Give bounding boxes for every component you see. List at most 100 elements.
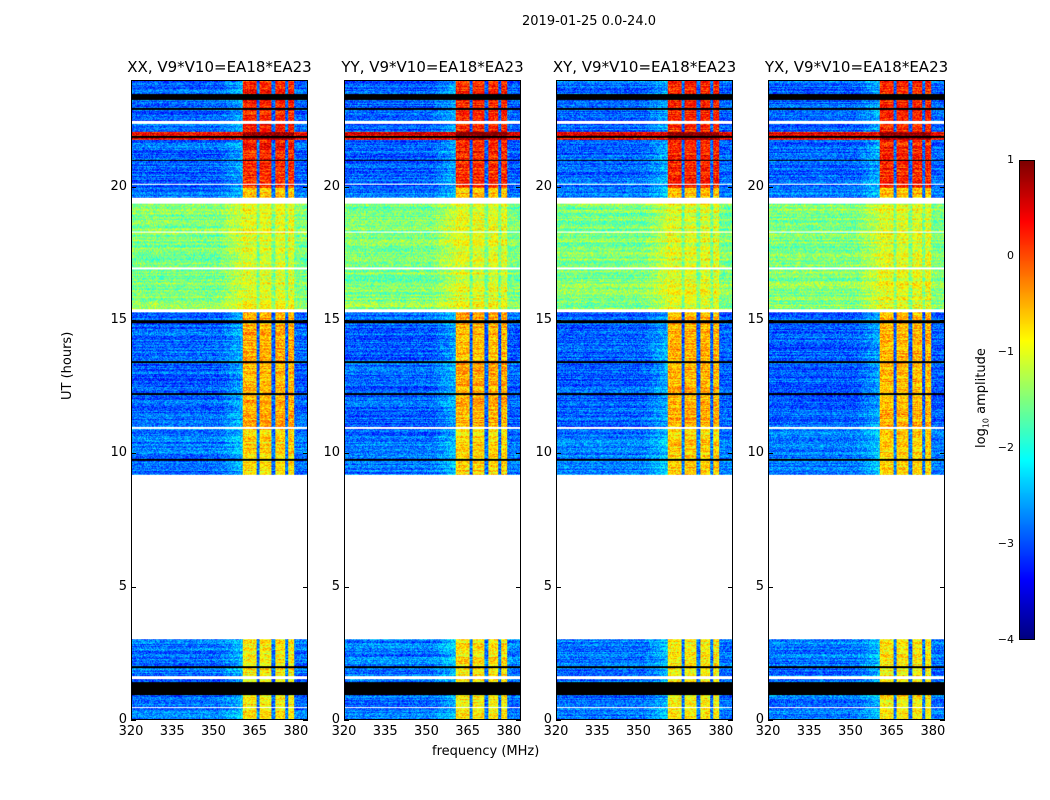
y-tick-mark [940, 186, 945, 188]
x-tick-label: 320 [755, 724, 781, 739]
x-tick-label: 380 [283, 724, 309, 739]
y-tick-mark [940, 320, 945, 321]
x-tick-label: 335 [159, 724, 185, 739]
y-tick-mark [516, 320, 521, 321]
y-tick-label: 20 [323, 178, 340, 194]
x-axis-label: frequency (MHz) [432, 744, 540, 759]
y-tick-label: 5 [118, 578, 127, 594]
colorbar-tick-label: −4 [997, 633, 1014, 646]
y-tick-mark [131, 586, 136, 588]
y-tick-mark [556, 586, 561, 588]
y-tick-mark [556, 186, 561, 188]
y-tick-label: 0 [755, 712, 764, 727]
waterfall-panel-1 [344, 80, 521, 720]
colorbar-label-rest: amplitude [974, 348, 989, 418]
y-tick-mark [303, 320, 308, 321]
x-tick-label: 365 [455, 724, 481, 739]
heatmap-image [132, 81, 307, 719]
y-tick-label: 15 [747, 312, 764, 327]
y-tick-label: 15 [323, 312, 340, 327]
x-tick-label: 335 [796, 724, 822, 739]
y-tick-label: 20 [535, 178, 552, 194]
y-tick-mark [940, 453, 945, 455]
y-tick-mark [728, 720, 733, 721]
heatmap-image [557, 81, 732, 719]
waterfall-panel-0 [131, 80, 308, 720]
x-tick-label: 380 [708, 724, 734, 739]
y-tick-label: 5 [755, 578, 764, 594]
x-tick-label: 335 [584, 724, 610, 739]
y-tick-label: 0 [118, 712, 127, 727]
colorbar [1019, 160, 1035, 640]
y-tick-mark [516, 186, 521, 188]
x-tick-label: 335 [372, 724, 398, 739]
y-tick-mark [940, 720, 945, 721]
x-tick-label: 380 [920, 724, 946, 739]
y-tick-mark [728, 586, 733, 588]
x-tick-label: 380 [496, 724, 522, 739]
heatmap-image [769, 81, 944, 719]
y-tick-label: 0 [331, 712, 340, 727]
waterfall-panel-2 [556, 80, 733, 720]
y-tick-mark [131, 720, 136, 721]
y-tick-mark [131, 453, 136, 455]
y-tick-mark [556, 320, 561, 321]
x-tick-label: 320 [118, 724, 144, 739]
y-tick-label: 15 [535, 312, 552, 327]
y-tick-label: 20 [747, 178, 764, 194]
panel-title: XX, V9*V10=EA18*EA23 [127, 58, 312, 76]
y-tick-label: 0 [543, 712, 552, 727]
waterfall-panel-3 [768, 80, 945, 720]
y-tick-mark [728, 186, 733, 188]
x-tick-label: 350 [201, 724, 226, 739]
y-tick-mark [768, 720, 773, 721]
y-tick-mark [940, 586, 945, 588]
colorbar-tick-label: −1 [997, 345, 1014, 358]
y-tick-label: 5 [543, 578, 552, 594]
y-tick-mark [768, 453, 773, 455]
y-tick-mark [556, 720, 561, 721]
y-tick-mark [303, 186, 308, 188]
colorbar-label: log10 amplitude [974, 348, 991, 448]
x-tick-label: 320 [543, 724, 569, 739]
panel-title: YX, V9*V10=EA18*EA23 [764, 58, 949, 76]
y-tick-mark [303, 453, 308, 455]
y-tick-label: 10 [535, 445, 552, 461]
colorbar-tick-label: 0 [1007, 249, 1014, 262]
y-tick-mark [344, 453, 349, 455]
x-tick-label: 350 [838, 724, 863, 739]
y-tick-mark [131, 320, 136, 321]
y-tick-mark [344, 186, 349, 188]
y-tick-mark [344, 586, 349, 588]
colorbar-label-sub: 10 [981, 417, 991, 429]
y-tick-mark [556, 453, 561, 455]
heatmap-image [345, 81, 520, 719]
colorbar-tick-label: 1 [1007, 153, 1014, 166]
y-tick-mark [768, 186, 773, 188]
y-tick-mark [303, 720, 308, 721]
y-tick-mark [344, 720, 349, 721]
y-axis-label: UT (hours) [60, 331, 75, 400]
x-tick-label: 320 [331, 724, 357, 739]
y-tick-mark [768, 320, 773, 321]
y-tick-mark [516, 720, 521, 721]
y-tick-mark [516, 453, 521, 455]
y-tick-mark [768, 586, 773, 588]
x-tick-label: 365 [242, 724, 268, 739]
panel-title: YY, V9*V10=EA18*EA23 [341, 58, 524, 76]
x-tick-label: 365 [879, 724, 905, 739]
panel-title: XY, V9*V10=EA18*EA23 [552, 58, 737, 76]
y-tick-label: 10 [110, 445, 127, 461]
colorbar-tick-label: −3 [997, 537, 1014, 550]
figure-title: 2019-01-25 0.0-24.0 [522, 14, 656, 29]
y-tick-label: 10 [323, 445, 340, 461]
y-tick-mark [303, 586, 308, 588]
y-tick-mark [516, 586, 521, 588]
y-tick-label: 10 [747, 445, 764, 461]
y-tick-mark [131, 186, 136, 188]
colorbar-tick-label: −2 [997, 441, 1014, 454]
y-tick-mark [728, 320, 733, 321]
x-tick-label: 350 [626, 724, 651, 739]
y-tick-label: 15 [110, 312, 127, 327]
